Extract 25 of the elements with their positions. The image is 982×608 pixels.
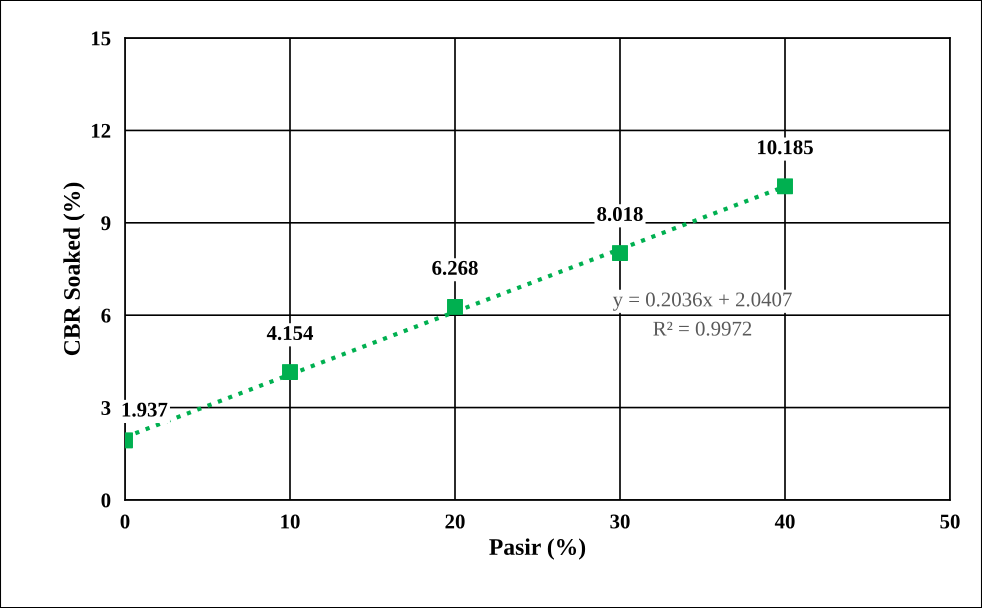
point <box>612 245 628 262</box>
y-tick-label: 3 <box>101 401 110 416</box>
point <box>447 298 463 315</box>
y-tick-label: 6 <box>101 308 110 323</box>
data-label: 6.268 <box>432 260 478 276</box>
x-tick-label: 50 <box>940 514 960 529</box>
data-label: 10.185 <box>758 140 813 154</box>
data-label: 8.018 <box>597 206 643 222</box>
point <box>282 364 298 380</box>
y-axis-title: CBR Soaked (%) <box>63 182 85 356</box>
y-tick-label: 9 <box>101 216 110 230</box>
y-tick-label: 0 <box>101 493 110 508</box>
x-tick-label: 0 <box>120 514 130 529</box>
x-tick-label: 30 <box>610 514 630 529</box>
x-tick-label: 40 <box>774 514 795 529</box>
data-label: 4.154 <box>266 326 314 340</box>
annotation: y = 0.2036x + 2.0407 <box>612 292 792 311</box>
data-label: 1.937 <box>122 402 168 417</box>
x-tick-label: 10 <box>281 514 300 529</box>
x-axis-title: Pasir (%) <box>489 538 586 560</box>
y-tick-label: 15 <box>92 31 110 46</box>
x-tick-label: 20 <box>445 514 465 529</box>
y-tick-label: 12 <box>92 124 110 138</box>
point <box>777 178 793 194</box>
annotation: R² = 0.9972 <box>653 322 752 336</box>
